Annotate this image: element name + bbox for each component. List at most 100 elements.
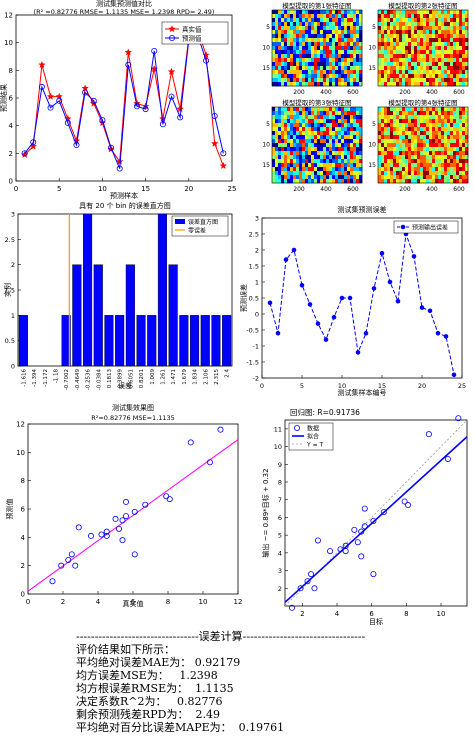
heatmap-cell <box>456 42 460 47</box>
heatmap-cell <box>405 62 409 67</box>
heatmap-cell <box>296 171 300 176</box>
heatmap-cell <box>326 54 330 59</box>
heatmap-cell <box>326 42 330 47</box>
heatmap-cell <box>344 82 348 87</box>
heatmap-cell <box>447 175 451 180</box>
heatmap-cell <box>393 151 397 156</box>
heatmap-cell <box>281 171 285 176</box>
heatmap-cell <box>281 10 285 15</box>
heatmap-cell <box>405 50 409 55</box>
heatmap-cell <box>347 82 351 87</box>
heatmap-cell <box>399 139 403 144</box>
console-line-mae: 平均绝对误差MAE为： 0.92179 <box>76 656 241 669</box>
heatmap-cell <box>462 14 466 19</box>
heatmap-cell <box>408 46 412 51</box>
heatmap-cell <box>387 159 391 164</box>
heatmap-cell <box>326 107 330 112</box>
data-point <box>211 112 218 119</box>
heatmap-cell <box>347 78 351 83</box>
histogram-bar <box>104 315 114 367</box>
heatmap-cell <box>326 30 330 35</box>
heatmap-cell <box>399 14 403 19</box>
heatmap-cell <box>438 139 442 144</box>
heatmap-cell <box>338 22 342 27</box>
heatmap-cell <box>453 143 457 148</box>
heatmap-cell <box>290 26 294 31</box>
heatmap-cell <box>299 34 303 39</box>
heatmap-cell <box>350 58 354 63</box>
heatmap-cell <box>429 123 433 128</box>
heatmap-cell <box>293 115 297 120</box>
heatmap-cell <box>450 119 454 124</box>
heatmap-cell <box>396 179 400 184</box>
heatmap-cell <box>420 14 424 19</box>
heatmap-cell <box>329 151 333 156</box>
y-tick-label: 10 <box>16 449 25 457</box>
data-point <box>206 459 213 466</box>
heatmap-cell <box>453 131 457 136</box>
heatmap-cell <box>390 54 394 59</box>
heatmap-cell <box>453 78 457 83</box>
heatmap-cell <box>411 42 415 47</box>
heatmap-cell <box>408 26 412 31</box>
heatmap-cell <box>314 127 318 132</box>
heatmap-cell <box>456 119 460 124</box>
heatmap-cell <box>353 131 357 136</box>
heatmap-cell <box>453 111 457 116</box>
heatmap-cell <box>465 42 469 47</box>
heatmap-cell <box>456 139 460 144</box>
heatmap-cell <box>429 151 433 156</box>
heatmap-cell <box>359 135 363 140</box>
heatmap-cell <box>329 159 333 164</box>
heatmap-cell <box>332 50 336 55</box>
heatmap-cell <box>329 10 333 15</box>
heatmap-cell <box>453 127 457 132</box>
heatmap-cell <box>465 22 469 27</box>
heatmap-cell <box>459 159 463 164</box>
heatmap-cell <box>305 159 309 164</box>
heatmap-cell <box>275 58 279 63</box>
heatmap-cell <box>338 171 342 176</box>
heatmap-cell <box>311 74 315 79</box>
heatmap-cell <box>420 54 424 59</box>
heatmap-cell <box>414 14 418 19</box>
heatmap-cell <box>311 30 315 35</box>
heatmap-cell <box>350 111 354 116</box>
heatmap-cell <box>314 131 318 136</box>
y-tick-label: 2.5 <box>249 231 259 239</box>
heatmap-cell <box>314 30 318 35</box>
heatmap-cell <box>284 139 288 144</box>
heatmap-cell <box>390 66 394 71</box>
heatmap-cell <box>341 42 345 47</box>
heatmap-cell <box>356 70 360 75</box>
heatmap-cell <box>293 123 297 128</box>
heatmap-cell <box>444 34 448 39</box>
heatmap-cell <box>287 54 291 59</box>
heatmap-cell <box>408 10 412 15</box>
heatmap-cell <box>359 119 363 124</box>
heatmap-cell <box>308 131 312 136</box>
heatmap-cell <box>281 131 285 136</box>
heatmap-cell <box>296 115 300 120</box>
heatmap-cell <box>338 179 342 184</box>
heatmap-cell <box>341 26 345 31</box>
data-point <box>217 426 224 433</box>
heatmap-cell <box>293 179 297 184</box>
heatmap-cell <box>444 147 448 152</box>
heatmap-cell <box>344 14 348 19</box>
heatmap-cell <box>317 50 321 55</box>
heatmap-cell <box>444 151 448 156</box>
heatmap-cell <box>302 143 306 148</box>
y-tick-label: 4 <box>21 534 26 542</box>
heatmap-cell <box>305 18 309 23</box>
heatmap-cell <box>278 58 282 63</box>
heatmap-cell <box>453 155 457 160</box>
data-point <box>337 546 344 553</box>
heatmap-cell <box>347 58 351 63</box>
heatmap-cell <box>384 123 388 128</box>
heatmap-cell <box>350 34 354 39</box>
heatmap-cell <box>317 175 321 180</box>
data-point <box>354 539 361 546</box>
heatmap-cell <box>329 111 333 116</box>
heatmap-cell <box>459 123 463 128</box>
